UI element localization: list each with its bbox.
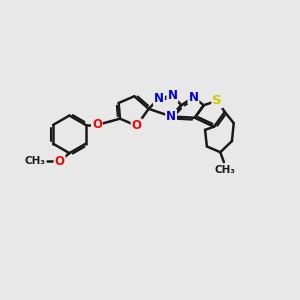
Text: N: N bbox=[166, 110, 176, 123]
Text: O: O bbox=[92, 118, 102, 131]
Text: CH₃: CH₃ bbox=[24, 156, 45, 166]
Text: O: O bbox=[55, 155, 64, 168]
Text: O: O bbox=[132, 119, 142, 132]
Text: CH₃: CH₃ bbox=[215, 165, 236, 175]
Text: N: N bbox=[188, 91, 198, 104]
Text: N: N bbox=[154, 92, 164, 105]
Text: N: N bbox=[167, 89, 177, 102]
Text: S: S bbox=[212, 94, 222, 107]
